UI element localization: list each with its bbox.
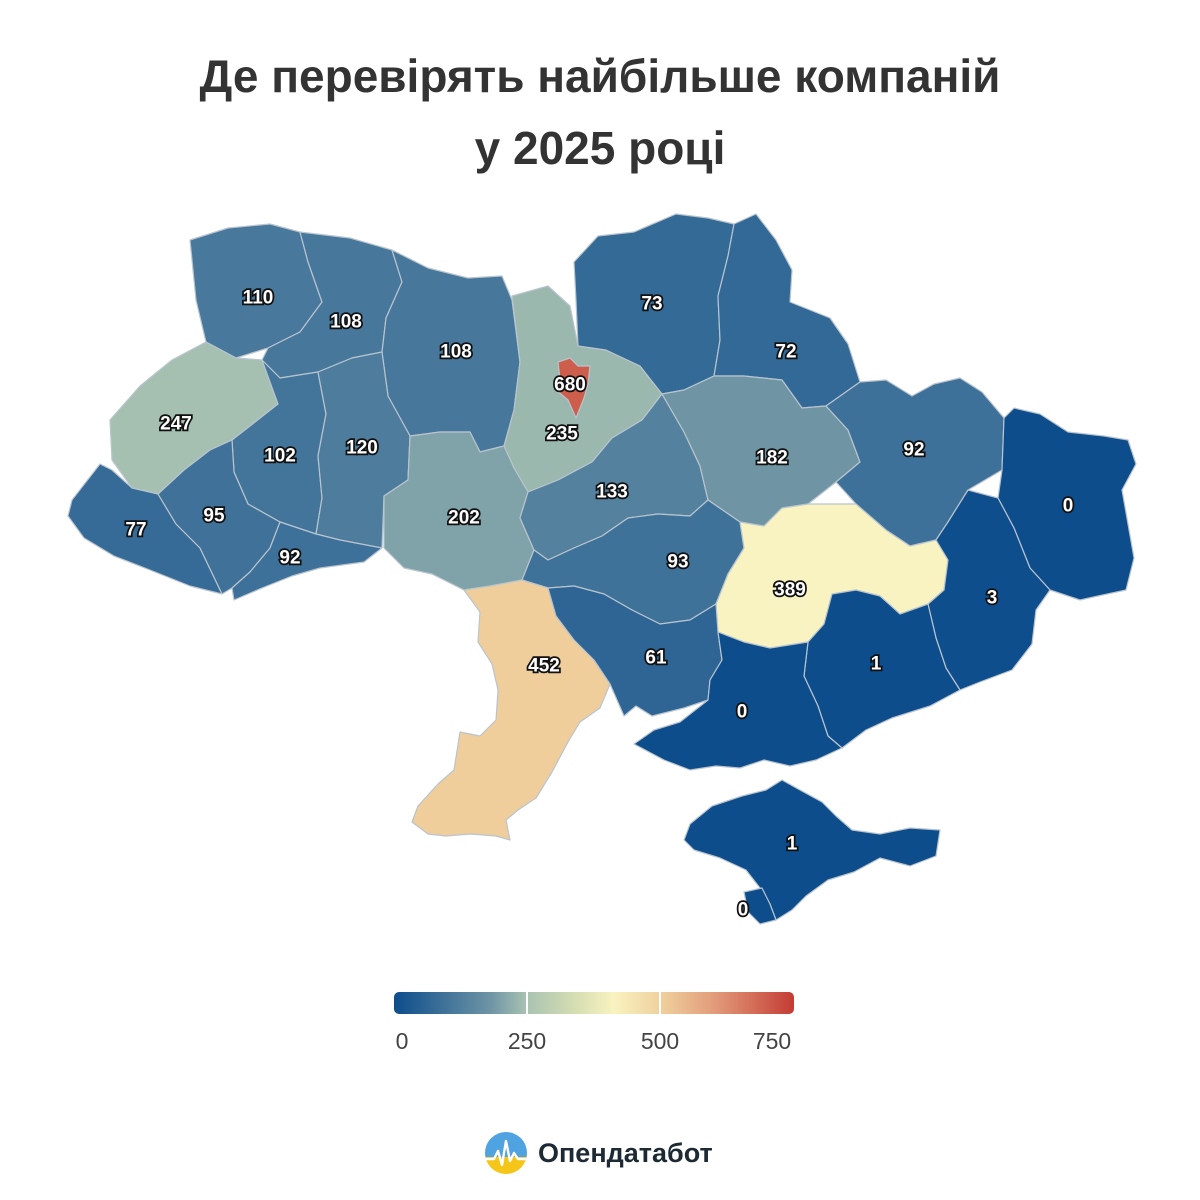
region-khmelnytskyi[interactable] <box>315 351 411 549</box>
region-value-vinnytsia: 202 <box>448 508 480 529</box>
region-value-odesa: 452 <box>528 656 560 677</box>
region-value-ternopil: 102 <box>264 446 296 467</box>
region-kyiv-city[interactable] <box>555 357 591 419</box>
legend-tick-750: 750 <box>752 1028 792 1054</box>
region-value-kyiv-city: 680 <box>554 375 586 396</box>
region-value-zakarpattia: 77 <box>125 520 146 541</box>
region-value-kirovohrad: 93 <box>667 552 688 573</box>
title-line-2: у 2025 році <box>474 122 726 174</box>
region-value-zaporizhzhia: 1 <box>871 654 882 675</box>
region-value-sevastopol: 0 <box>738 900 749 921</box>
region-value-sumy: 72 <box>775 342 796 363</box>
region-value-chernivtsi: 92 <box>279 548 300 569</box>
region-value-zhytomyr: 108 <box>440 342 472 363</box>
region-value-lviv: 247 <box>160 414 192 435</box>
brand-name: Опендатабот <box>538 1137 713 1168</box>
legend-separator <box>526 992 528 1014</box>
region-value-crimea: 1 <box>787 834 798 855</box>
opendatabot-logo-icon <box>485 1132 527 1174</box>
region-value-dnipropetrovsk: 389 <box>774 580 806 601</box>
region-value-chernihiv: 73 <box>641 294 662 315</box>
region-kherson[interactable] <box>633 631 843 771</box>
region-value-ivano-frankivsk: 95 <box>203 506 225 527</box>
region-value-kherson: 0 <box>737 702 748 723</box>
legend-tick-250: 250 <box>507 1028 547 1054</box>
region-donetsk[interactable] <box>927 489 1051 691</box>
region-value-kharkiv: 92 <box>903 440 924 461</box>
region-value-poltava: 182 <box>756 448 788 469</box>
map-title: Де перевірять найбільше компаній у 2025 … <box>0 40 1200 184</box>
legend-tick-500: 500 <box>640 1028 680 1054</box>
region-value-mykolaiv: 61 <box>645 648 667 669</box>
legend-ticks: 0 250 500 750 <box>394 1028 794 1058</box>
legend-separator <box>659 992 661 1014</box>
region-value-luhansk: 0 <box>1063 496 1074 517</box>
legend-gradient-bar <box>394 992 794 1014</box>
region-value-volyn: 110 <box>243 288 274 309</box>
title-line-1: Де перевірять найбільше компаній <box>199 50 1001 102</box>
region-value-rivne: 108 <box>330 312 362 333</box>
region-chernivtsi[interactable] <box>231 521 383 601</box>
color-legend: 0 250 500 750 <box>394 992 794 1058</box>
region-value-kyiv-oblast: 235 <box>546 424 578 445</box>
region-value-cherkasy: 133 <box>596 482 628 503</box>
region-crimea[interactable] <box>683 779 941 921</box>
legend-tick-0: 0 <box>395 1028 409 1054</box>
region-value-donetsk: 3 <box>987 588 998 609</box>
brand: Опендатабот <box>484 1130 713 1176</box>
region-value-khmelnytskyi: 120 <box>346 438 378 459</box>
region-sevastopol[interactable] <box>743 887 777 925</box>
